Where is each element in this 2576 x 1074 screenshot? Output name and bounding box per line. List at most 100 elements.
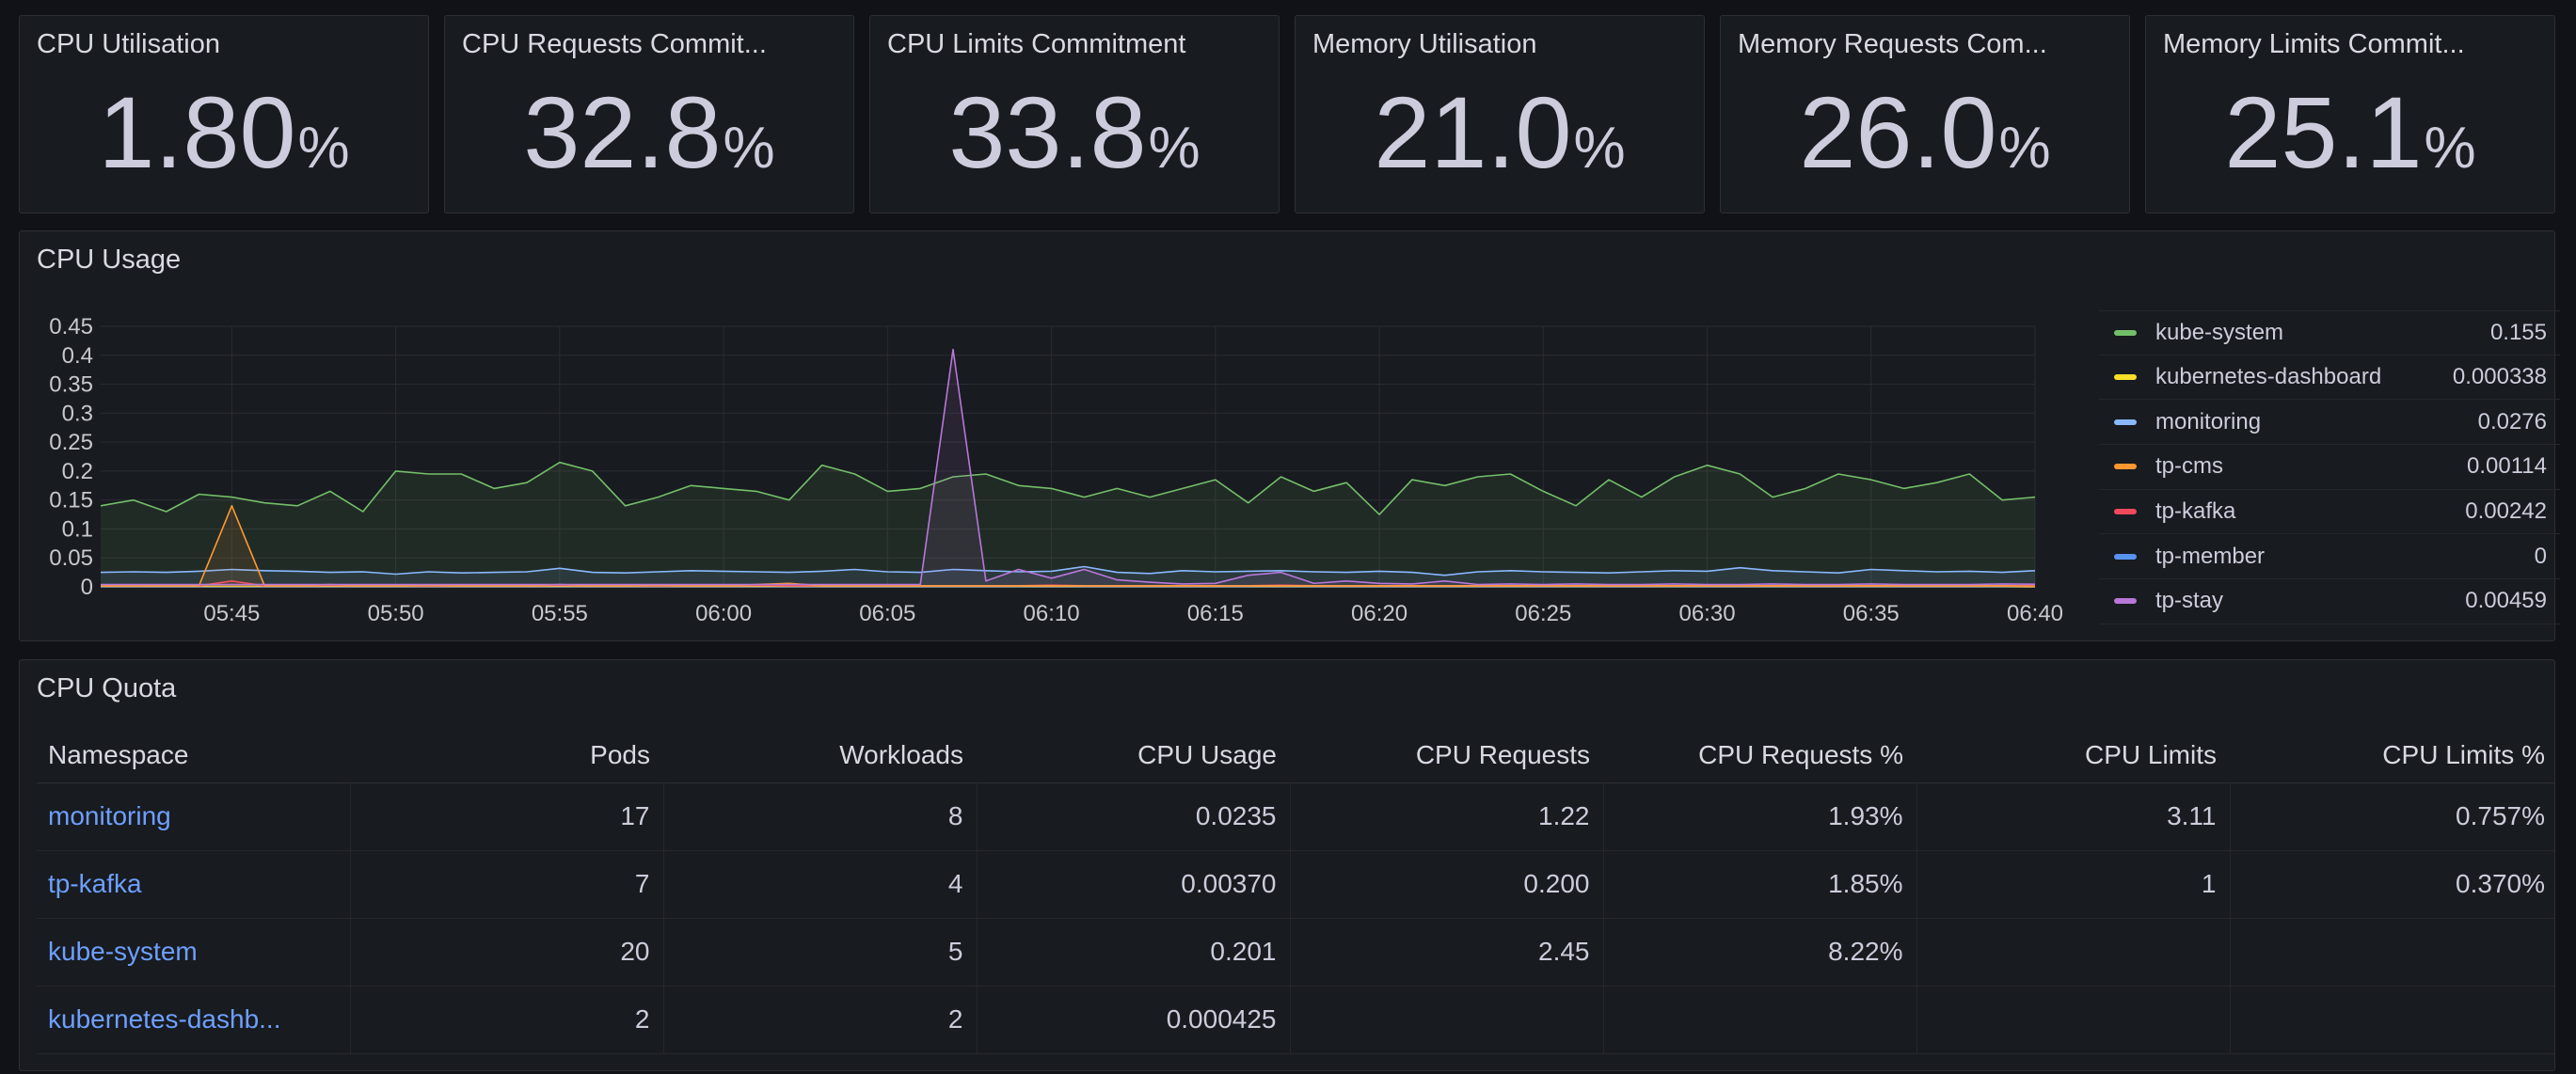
- cpu-quota-panel[interactable]: CPU Quota Namespace Pods Workloads CPU U…: [19, 659, 2555, 1071]
- cell-cpu-requests-pct: [1602, 986, 1916, 1054]
- cell-cpu-limits: 1: [1916, 850, 2230, 919]
- legend-swatch: [2114, 464, 2137, 470]
- stat-value: 25.1%: [2146, 82, 2554, 183]
- stat-panel-memory-limits-commitment[interactable]: Memory Limits Commit... 25.1%: [2145, 15, 2555, 213]
- y-tick-label: 0.35: [49, 372, 93, 398]
- cell-cpu-limits: 3.11: [1916, 782, 2230, 851]
- x-tick-label: 05:55: [532, 601, 588, 626]
- stat-value: 21.0%: [1296, 82, 1704, 183]
- stat-number: 26.0: [1799, 75, 1997, 189]
- cpu-quota-table: Namespace Pods Workloads CPU Usage CPU R…: [37, 728, 2554, 1054]
- cell-cpu-requests: 0.200: [1289, 850, 1603, 919]
- column-header-cpu-limits[interactable]: CPU Limits: [1916, 728, 2230, 783]
- cell-workloads: 2: [662, 986, 977, 1054]
- series-line-kube-system: [100, 461, 2036, 515]
- panel-title: Memory Utilisation: [1312, 29, 1537, 59]
- stat-value: 26.0%: [1721, 82, 2129, 183]
- legend-name: tp-stay: [2155, 588, 2224, 614]
- cell-workloads: 8: [662, 782, 977, 851]
- cell-cpu-requests-pct: 8.22%: [1602, 918, 1916, 987]
- stat-value: 32.8%: [445, 82, 853, 183]
- column-header-namespace[interactable]: Namespace: [37, 728, 350, 783]
- x-tick-label: 06:20: [1351, 601, 1407, 626]
- cell-cpu-usage: 0.00370: [976, 850, 1290, 919]
- stat-unit: %: [2424, 116, 2476, 181]
- legend-name: tp-member: [2155, 543, 2266, 569]
- table-header-row: Namespace Pods Workloads CPU Usage CPU R…: [37, 728, 2554, 783]
- legend-name: kubernetes-dashboard: [2155, 364, 2382, 390]
- legend-value: 0.0276: [2477, 408, 2547, 434]
- namespace-link[interactable]: kube-system: [37, 918, 350, 987]
- legend-item[interactable]: tp-stay 0.00459: [2099, 579, 2560, 624]
- x-tick-label: 05:45: [203, 601, 260, 626]
- legend-value: 0.00242: [2465, 498, 2547, 525]
- x-tick-label: 06:30: [1678, 601, 1735, 626]
- legend-item[interactable]: tp-cms 0.00114: [2099, 445, 2560, 490]
- stat-panel-memory-requests-commitment[interactable]: Memory Requests Com... 26.0%: [1720, 15, 2130, 213]
- column-header-cpu-requests-pct[interactable]: CPU Requests %: [1603, 728, 1916, 783]
- legend-value: 0.000338: [2452, 364, 2547, 390]
- legend-name: tp-kafka: [2155, 498, 2236, 525]
- legend-item[interactable]: kube-system 0.155: [2099, 310, 2560, 355]
- cell-cpu-usage: 0.201: [976, 918, 1290, 987]
- panel-title: CPU Utilisation: [37, 29, 220, 59]
- cell-cpu-limits-pct: 0.757%: [2229, 782, 2554, 851]
- cell-pods: 20: [349, 918, 663, 987]
- chart-legend: kube-system 0.155 kubernetes-dashboard 0.00…: [2099, 310, 2560, 624]
- y-tick-label: 0.15: [49, 488, 93, 513]
- panel-title: CPU Limits Commitment: [887, 29, 1186, 59]
- y-tick-label: 0: [81, 575, 93, 600]
- cell-cpu-limits-pct: 0.370%: [2229, 850, 2554, 919]
- cell-pods: 7: [349, 850, 663, 919]
- legend-swatch: [2114, 419, 2137, 425]
- legend-name: monitoring: [2155, 408, 2262, 434]
- table-row: kubernetes-dashb... 2 2 0.000425: [37, 986, 2554, 1054]
- stat-number: 33.8: [948, 75, 1147, 189]
- x-tick-label: 06:35: [1843, 601, 1900, 626]
- legend-swatch: [2114, 553, 2137, 560]
- series-line-tp-stay: [101, 348, 2036, 586]
- stat-panel-cpu-utilisation[interactable]: CPU Utilisation 1.80%: [19, 15, 429, 213]
- cell-cpu-requests: 2.45: [1289, 918, 1603, 987]
- stat-panel-cpu-requests-commitment[interactable]: CPU Requests Commit... 32.8%: [444, 15, 854, 213]
- y-tick-label: 0.4: [62, 343, 93, 369]
- column-header-cpu-requests[interactable]: CPU Requests: [1290, 728, 1603, 783]
- column-header-pods[interactable]: Pods: [350, 728, 663, 783]
- x-tick-label: 06:10: [1024, 601, 1080, 626]
- cell-cpu-limits-pct: [2229, 986, 2554, 1054]
- legend-value: 0.155: [2489, 319, 2547, 345]
- column-header-workloads[interactable]: Workloads: [663, 728, 977, 783]
- cell-cpu-requests: 1.22: [1289, 782, 1603, 851]
- panel-title: Memory Limits Commit...: [2163, 29, 2465, 59]
- namespace-link[interactable]: kubernetes-dashb...: [37, 986, 350, 1054]
- legend-value: 0.00114: [2467, 453, 2547, 480]
- stat-number: 1.80: [98, 75, 296, 189]
- cell-cpu-requests-pct: 1.93%: [1602, 782, 1916, 851]
- x-tick-label: 05:50: [368, 601, 424, 626]
- cpu-usage-chart[interactable]: 0.45 0.4 0.35 0.3 0.25 0.2 0.15 0.1 0.05 0 05:45 05…: [20, 231, 2090, 642]
- legend-item[interactable]: tp-kafka 0.00242: [2099, 490, 2560, 535]
- stat-value: 33.8%: [870, 82, 1279, 183]
- panel-title: CPU Usage: [37, 245, 182, 275]
- stat-number: 32.8: [523, 75, 722, 189]
- stat-panel-memory-utilisation[interactable]: Memory Utilisation 21.0%: [1295, 15, 1705, 213]
- cpu-usage-panel[interactable]: CPU Usage 0.45 0.4 0.35 0.3 0.25 0.2 0.15 0.1 0.…: [19, 230, 2560, 642]
- stat-panel-cpu-limits-commitment[interactable]: CPU Limits Commitment 33.8%: [869, 15, 1280, 213]
- table-row: kube-system 20 5 0.201 2.45 8.22%: [37, 918, 2554, 987]
- stat-unit: %: [1573, 116, 1626, 181]
- stat-value: 1.80%: [20, 82, 428, 183]
- cell-cpu-requests-pct: 1.85%: [1602, 850, 1916, 919]
- legend-item[interactable]: monitoring 0.0276: [2099, 400, 2560, 446]
- column-header-cpu-usage[interactable]: CPU Usage: [977, 728, 1290, 783]
- y-tick-label: 0.3: [62, 401, 93, 426]
- table-row: monitoring 17 8 0.0235 1.22 1.93% 3.11 0…: [37, 782, 2554, 851]
- stat-unit: %: [1998, 116, 2051, 181]
- namespace-link[interactable]: monitoring: [37, 782, 350, 851]
- legend-value: 0: [2534, 543, 2547, 569]
- legend-item[interactable]: kubernetes-dashboard 0.000338: [2099, 355, 2560, 401]
- legend-item[interactable]: tp-member 0: [2099, 534, 2560, 580]
- column-header-cpu-limits-pct[interactable]: CPU Limits %: [2230, 728, 2554, 783]
- legend-name: tp-cms: [2155, 453, 2223, 480]
- namespace-link[interactable]: tp-kafka: [37, 850, 350, 919]
- stat-number: 25.1: [2224, 75, 2423, 189]
